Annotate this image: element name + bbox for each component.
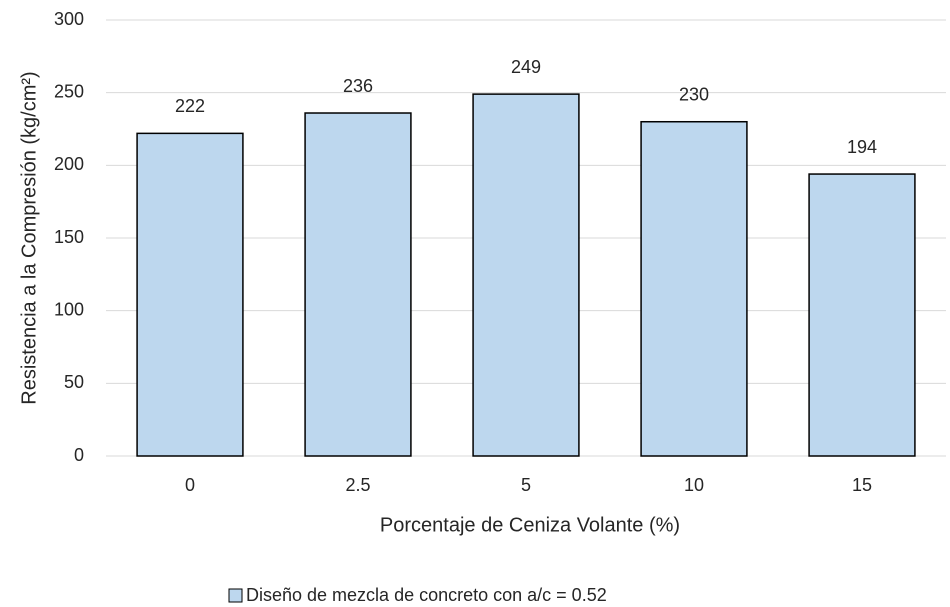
x-tick-label: 5: [521, 475, 531, 495]
y-tick-label: 200: [54, 154, 84, 174]
y-tick-label: 0: [74, 445, 84, 465]
legend-swatch: [228, 588, 243, 603]
x-tick-label: 0: [185, 475, 195, 495]
data-label: 222: [175, 96, 205, 116]
y-axis-title: Resistencia a la Compresión (kg/cm²): [18, 71, 40, 404]
y-tick-label: 150: [54, 227, 84, 247]
bar: [304, 112, 412, 457]
data-label: 230: [679, 84, 709, 104]
data-label: 249: [511, 57, 541, 77]
bar: [136, 132, 244, 457]
x-tick-label: 2.5: [345, 475, 370, 495]
y-tick-label: 50: [64, 372, 84, 392]
data-label: 236: [343, 76, 373, 96]
x-tick-label: 15: [852, 475, 872, 495]
legend-label: Diseño de mezcla de concreto con a/c = 0…: [246, 585, 607, 605]
data-label: 194: [847, 137, 877, 157]
bar: [472, 93, 580, 457]
x-tick-label: 10: [684, 475, 704, 495]
y-tick-label: 300: [54, 9, 84, 29]
y-tick-label: 250: [54, 81, 84, 101]
y-tick-label: 100: [54, 299, 84, 319]
bar: [640, 120, 748, 457]
x-axis-title: Porcentaje de Ceniza Volante (%): [380, 514, 680, 536]
bar: [808, 173, 916, 457]
